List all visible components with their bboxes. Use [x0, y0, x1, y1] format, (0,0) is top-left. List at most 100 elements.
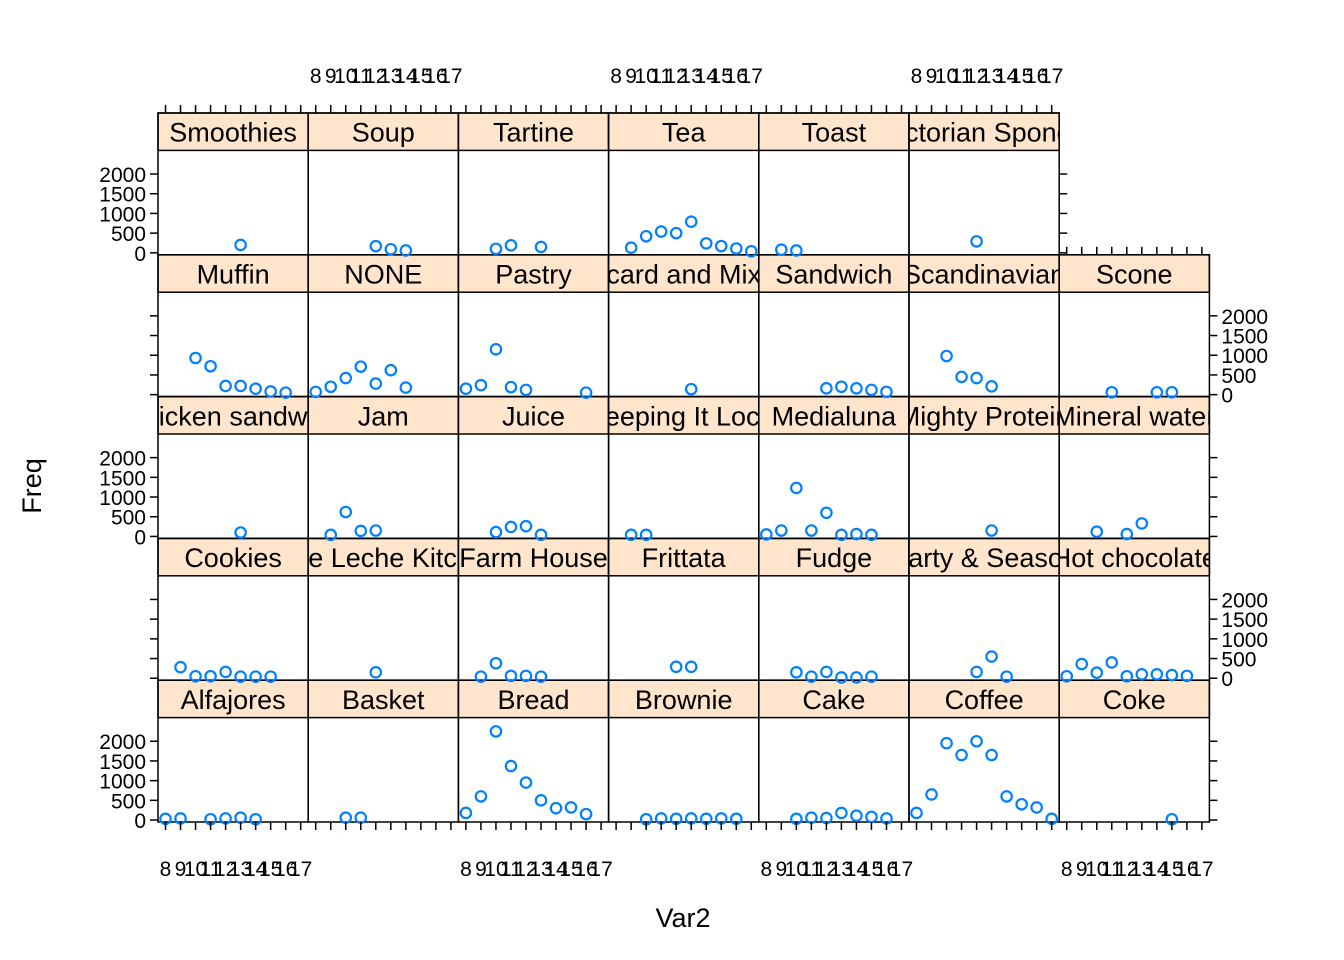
x-tick-label: 11 — [350, 65, 372, 88]
panel-title: Brownie — [635, 685, 733, 715]
y-tick-label: 500 — [111, 790, 146, 813]
panel-title: Mighty Protein — [898, 401, 1071, 431]
panel-title: Muffin — [197, 260, 270, 290]
panel: NONE — [307, 254, 460, 399]
data-point — [624, 241, 638, 255]
x-tick-label: 15 — [1160, 858, 1183, 881]
data-point — [234, 526, 247, 539]
data-point — [204, 359, 217, 373]
panel: Soup — [307, 112, 460, 257]
strip-background — [1058, 537, 1211, 577]
panel: Cake — [758, 679, 910, 826]
data-point — [1165, 385, 1179, 399]
data-point — [729, 242, 743, 255]
panel-title: Basket — [342, 685, 425, 715]
x-tick-label: 12 — [665, 65, 688, 88]
panel-title: Sandwich — [775, 260, 892, 290]
data-point — [489, 656, 503, 670]
y-tick-label: 0 — [134, 243, 146, 266]
data-point — [324, 528, 338, 542]
x-tick-label: 14 — [845, 858, 869, 881]
data-point — [1135, 517, 1149, 530]
data-point — [940, 349, 953, 363]
data-point — [489, 525, 503, 539]
panel: Coffee — [908, 679, 1060, 826]
panel-title: Coke — [1103, 685, 1166, 715]
x-tick-label: 8 — [310, 65, 322, 88]
y-tick-label: 500 — [1221, 649, 1256, 672]
panel: Party & Season — [908, 537, 1060, 683]
x-tick-label: 12 — [514, 858, 537, 881]
data-point — [504, 520, 518, 534]
y-tick-label: 500 — [111, 223, 146, 246]
x-tick-label: 10 — [334, 65, 357, 88]
data-point — [1180, 669, 1194, 683]
panel: Coke — [1058, 679, 1211, 826]
x-tick-label: 15 — [559, 858, 582, 881]
data-point — [489, 725, 503, 738]
data-point — [474, 790, 488, 803]
x-tick-label: 9 — [175, 858, 187, 881]
data-point — [985, 524, 998, 537]
data-point — [504, 669, 518, 683]
data-point — [204, 669, 217, 683]
x-tick-label: 16 — [725, 65, 748, 88]
panel-title: Bread — [497, 685, 569, 715]
data-point — [249, 670, 262, 683]
y-tick-label: 0 — [1221, 668, 1233, 691]
panel-grid: Alfajores Basket Bread Brownie Cake Coffee Cok… — [157, 112, 1211, 826]
panel: Alfajores — [157, 679, 309, 826]
strip-background — [758, 679, 910, 719]
data-point — [369, 666, 383, 679]
panel-title: Farm House — [459, 543, 608, 573]
y-tick-label: 0 — [134, 526, 146, 549]
panel-title: Tea — [662, 118, 707, 148]
x-tick-label: 12 — [1115, 858, 1138, 881]
data-point — [1000, 790, 1013, 803]
x-tick-label: 11 — [200, 858, 222, 881]
strip-background — [758, 537, 910, 577]
panel-title: Scandinavian — [903, 260, 1065, 290]
panel-title: Alfajores — [181, 685, 286, 715]
y-tick-label: 1000 — [99, 771, 146, 794]
strip-background — [758, 395, 910, 435]
panel: Scone — [1058, 254, 1211, 399]
data-point — [549, 801, 563, 815]
x-tick-label: 16 — [1175, 858, 1198, 881]
x-tick-label: 15 — [710, 65, 733, 88]
x-tick-label: 11 — [800, 858, 822, 881]
panel: Scandinavian — [903, 254, 1065, 398]
x-axis-title: Var2 — [655, 903, 710, 933]
y-tick-label: 1500 — [1221, 326, 1268, 349]
y-tick-label: 1000 — [1221, 629, 1268, 652]
data-point — [504, 759, 518, 773]
strip-background — [157, 254, 309, 293]
x-tick-label: 11 — [1101, 858, 1123, 881]
data-point — [805, 524, 818, 537]
x-tick-label: 11 — [951, 65, 973, 88]
x-tick-label: 14 — [244, 858, 268, 881]
panel-title: Jam — [358, 401, 409, 431]
data-point — [925, 788, 938, 801]
x-tick-label: 13 — [980, 65, 1003, 88]
data-point — [790, 244, 803, 257]
data-point — [1075, 657, 1089, 671]
x-tick-label: 13 — [1130, 858, 1153, 881]
x-tick-label: 15 — [259, 858, 282, 881]
x-tick-label: 10 — [484, 858, 507, 881]
panel: Muffin — [157, 254, 309, 399]
data-point — [264, 670, 277, 683]
data-point — [985, 748, 998, 762]
panel: Jam — [307, 395, 460, 542]
strip-background — [908, 395, 1060, 435]
x-tick-label: 10 — [935, 65, 958, 88]
y-tick-label: 0 — [134, 810, 146, 833]
x-tick-label: 9 — [926, 65, 938, 88]
data-point — [219, 665, 232, 679]
data-point — [684, 660, 698, 674]
panel-title: Toast — [802, 118, 867, 148]
x-tick-label: 17 — [740, 65, 763, 88]
panel: Mighty Protein — [898, 395, 1071, 540]
x-tick-label: 13 — [229, 858, 252, 881]
